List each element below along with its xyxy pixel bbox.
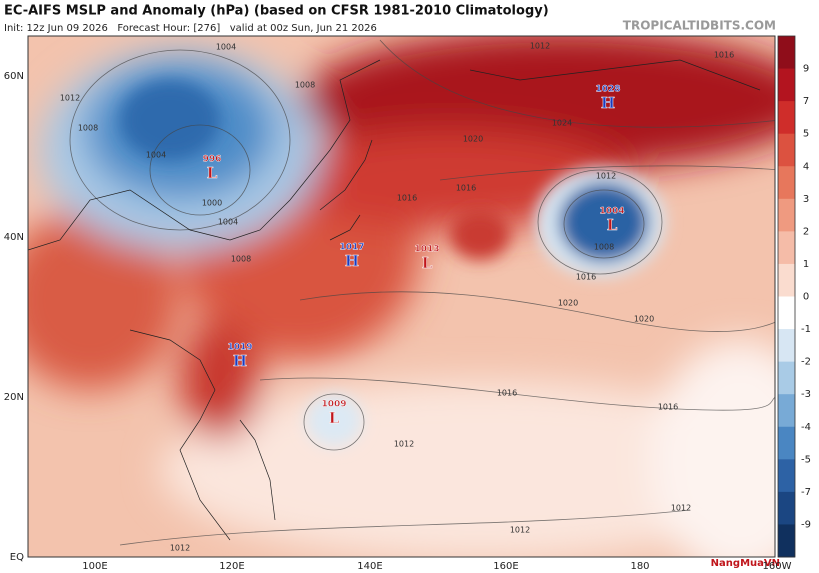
lon-label: 160W	[763, 561, 792, 572]
colorbar-tick-label: -3	[801, 389, 811, 400]
isobar-label: 1016	[456, 184, 476, 193]
center-value: 1013	[414, 245, 439, 255]
colorbar-tick-label: -9	[801, 519, 811, 530]
center-value: 1019	[227, 343, 252, 353]
isobar-label: 1008	[594, 243, 614, 252]
colorbar-tick-label: -1	[801, 324, 811, 335]
colorbar-tick-label: 3	[803, 194, 809, 205]
colorbar-segment	[778, 263, 795, 297]
isobar-label: 1012	[671, 504, 691, 513]
isobar-label: 1012	[596, 172, 616, 181]
lat-label: 40N	[4, 232, 24, 243]
center-type: H	[345, 252, 359, 270]
isobar-label: 1008	[78, 124, 98, 133]
center-type: H	[601, 94, 615, 112]
colorbar-tick-label: 2	[803, 226, 809, 237]
isobar-label: 1012	[170, 544, 190, 553]
isobar-label: 1016	[714, 51, 734, 60]
center-value: 1017	[339, 243, 364, 253]
lat-label: EQ	[10, 552, 24, 563]
isobar-label: 1004	[216, 43, 236, 52]
colorbar-segment	[778, 198, 795, 232]
colorbar-segment	[778, 394, 795, 428]
lon-label: 120E	[219, 561, 244, 572]
isobar-label: 1008	[231, 255, 251, 264]
lon-label: 180	[630, 561, 649, 572]
colorbar-frame	[777, 35, 796, 558]
colorbar-tick-label: 5	[803, 129, 809, 140]
colorbar-tick-label: 0	[803, 292, 809, 303]
site-label: TROPICALTIDBITS.COM	[623, 19, 776, 33]
isobar-label: 1020	[463, 135, 483, 144]
lon-label: 100E	[82, 561, 107, 572]
isobar-label: 1012	[394, 440, 414, 449]
isobar-label: 1016	[497, 389, 517, 398]
center-type: H	[233, 352, 247, 370]
colorbar-tick-label: 7	[803, 96, 809, 107]
center-value: 1028	[595, 85, 620, 95]
isobar-label: 1020	[634, 315, 654, 324]
title: EC-AIFS MSLP and Anomaly (hPa) (based on…	[4, 4, 549, 19]
colorbar-segment	[778, 491, 795, 525]
colorbar-tick-label: 9	[803, 64, 809, 75]
isobar-label: 1004	[146, 151, 166, 160]
center-type: L	[207, 164, 218, 182]
isobar-label: 1016	[658, 403, 678, 412]
isobar-label: 1004	[218, 218, 238, 227]
lon-label: 140E	[357, 561, 382, 572]
isobar-label: 1020	[558, 299, 578, 308]
lat-label: 60N	[4, 71, 24, 82]
map-frame	[27, 35, 776, 558]
isobar-label: 1012	[60, 94, 80, 103]
center-value: 996	[203, 155, 222, 165]
isobar-label: 1008	[295, 81, 315, 90]
lon-label: 160E	[493, 561, 518, 572]
colorbar-segment	[778, 329, 795, 363]
lat-label: 20N	[4, 392, 24, 403]
colorbar-segment	[778, 524, 795, 558]
colorbar-tick-label: -4	[801, 422, 811, 433]
isobar-label: 1012	[530, 42, 550, 51]
colorbar-segment	[778, 36, 795, 70]
colorbar-segment	[778, 361, 795, 395]
colorbar-tick-label: -5	[801, 454, 811, 465]
colorbar-segment	[778, 459, 795, 493]
center-value: 1004	[599, 207, 624, 217]
map-field	[28, 36, 775, 557]
colorbar-segment	[778, 68, 795, 102]
colorbar-segment	[778, 133, 795, 167]
isobar-label: 1024	[552, 119, 572, 128]
center-type: L	[329, 409, 340, 427]
colorbar-segment	[778, 296, 795, 330]
colorbar-segment	[778, 231, 795, 265]
colorbar-tick-label: 1	[803, 259, 809, 270]
colorbar-tick-label: 4	[803, 161, 809, 172]
center-type: L	[422, 254, 433, 272]
colorbar-tick-label: -2	[801, 357, 811, 368]
colorbar: 9 7 5 4 3 2 1 0 -1 -2 -3 -4 -5 -7 -9	[777, 35, 811, 558]
colorbar-segment	[778, 166, 795, 200]
isobar-label: 1016	[576, 273, 596, 282]
colorbar-tick-label: -7	[801, 487, 811, 498]
colorbar-segment	[778, 426, 795, 460]
subtitle: Init: 12z Jun 09 2026 Forecast Hour: [27…	[4, 23, 377, 34]
colorbar-segment	[778, 101, 795, 135]
watermark: NangMuaVN	[711, 558, 780, 569]
isobar-label: 1012	[510, 526, 530, 535]
center-value: 1009	[321, 400, 346, 410]
isobar-label: 1016	[397, 194, 417, 203]
center-type: L	[607, 216, 618, 234]
isobar-label: 1000	[202, 199, 222, 208]
